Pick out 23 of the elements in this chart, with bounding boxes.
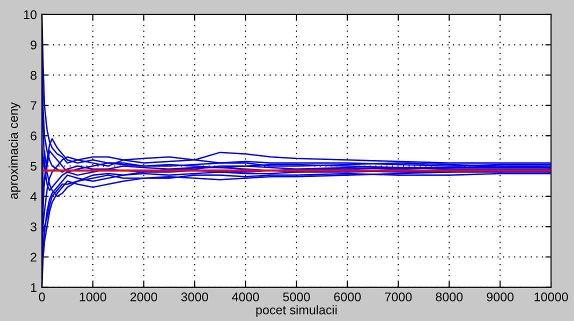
x-tick-label: 8000 xyxy=(436,292,463,302)
x-tick-label: 4000 xyxy=(232,292,259,302)
x-tick-label: 5000 xyxy=(283,292,310,302)
y-tick-label: 3 xyxy=(30,222,36,232)
x-tick-label: 10000 xyxy=(534,292,568,302)
y-tick-label: 5 xyxy=(30,162,37,171)
y-tick-label: 2 xyxy=(30,252,36,262)
y-tick-label: 9 xyxy=(30,40,36,50)
y-tick-label: 4 xyxy=(30,192,37,201)
x-tick-label: 6000 xyxy=(334,292,361,302)
x-tick-label: 3000 xyxy=(181,292,208,302)
y-tick-label: 6 xyxy=(30,132,36,140)
x-tick-label: 7000 xyxy=(385,292,412,302)
y-tick-label: 8 xyxy=(30,70,36,80)
x-tick-label: 1000 xyxy=(80,292,106,302)
x-tick-label: 0 xyxy=(38,292,45,302)
x-axis-title: pocet simulacii xyxy=(256,305,337,317)
x-tick-label: 9000 xyxy=(486,292,514,302)
y-axis-title: aproximacia ceny xyxy=(8,102,20,199)
y-tick-label: 1 xyxy=(31,283,36,292)
x-tick-label: 2000 xyxy=(130,292,158,302)
y-tick-label: 10 xyxy=(24,10,37,20)
y-tick-label: 7 xyxy=(30,101,36,110)
